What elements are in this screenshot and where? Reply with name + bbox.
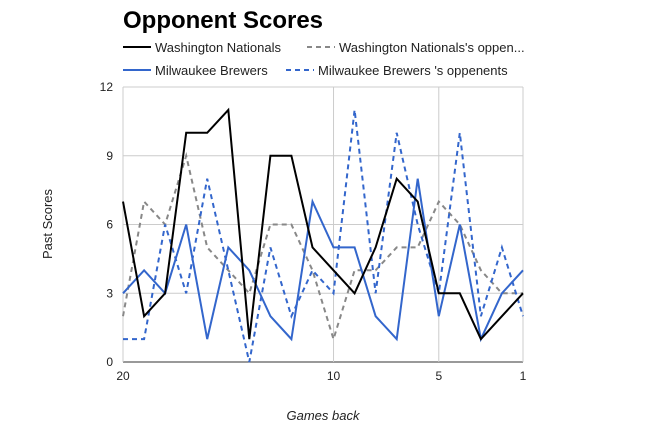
y-tick-label: 0 <box>106 355 113 369</box>
legend: Washington Nationals Washington Nationals… <box>123 40 525 78</box>
series-layer <box>122 107 524 363</box>
y-tick-label: 12 <box>100 80 114 94</box>
legend-label-washington-nationals-s-oppen: Washington Nationals's oppen... <box>339 40 525 55</box>
y-tick-label: 9 <box>106 149 113 163</box>
legend-label-milwaukee-brewers-s-oppenents: Milwaukee Brewers 's oppenents <box>318 63 508 78</box>
series-line-washington-nationals <box>122 107 524 341</box>
x-tick-label: 1 <box>520 369 527 383</box>
y-tick-label: 6 <box>106 218 113 232</box>
chart-title: Opponent Scores <box>123 7 323 34</box>
y-axis-label: Past Scores <box>40 188 55 259</box>
x-tick-label: 5 <box>435 369 442 383</box>
series-line-milwaukee-brewers <box>122 178 524 343</box>
series-line-milwaukee-brewers-s-oppenents <box>123 109 524 363</box>
x-axis-label: Games back <box>287 408 361 423</box>
x-tick-label: 20 <box>116 369 130 383</box>
x-axis-ticks: 20 10 5 1 <box>116 369 526 383</box>
y-tick-label: 3 <box>106 286 113 300</box>
legend-label-washington-nationals: Washington Nationals <box>155 40 281 55</box>
x-tick-label: 10 <box>327 369 341 383</box>
legend-label-milwaukee-brewers: Milwaukee Brewers <box>155 63 268 78</box>
y-axis-ticks: 0 3 6 9 12 <box>100 80 114 369</box>
series-line-washington-nationals-s-oppen <box>122 151 523 343</box>
